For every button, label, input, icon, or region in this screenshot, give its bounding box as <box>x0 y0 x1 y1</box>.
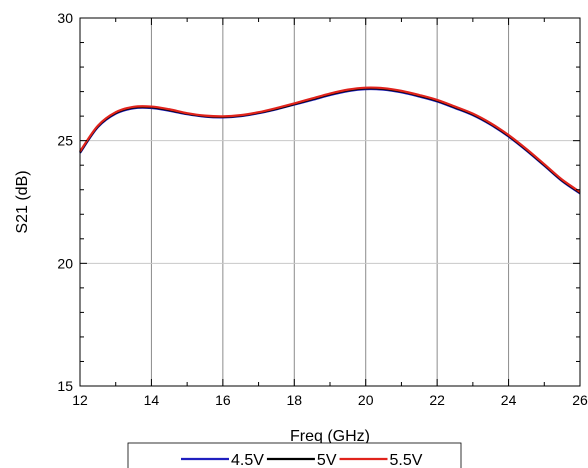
legend-label-4-5v: 4.5V <box>231 452 264 468</box>
y-tick-label: 30 <box>57 10 73 26</box>
x-tick-label: 26 <box>572 392 588 408</box>
x-tick-label: 16 <box>215 392 231 408</box>
y-axis-title: S21 (dB) <box>14 170 31 233</box>
series-line-5-5v <box>79 86 581 193</box>
x-axis: 12 14 16 18 20 22 24 26 <box>72 18 588 408</box>
x-tick-label: 24 <box>501 392 517 408</box>
x-tick-label: 18 <box>286 392 302 408</box>
y-tick-label: 25 <box>57 133 73 149</box>
plot-frame <box>79 17 581 387</box>
x-tick-label: 12 <box>72 392 88 408</box>
series-line-4-5v <box>79 87 581 195</box>
y-axis: 15 20 25 30 <box>57 10 580 394</box>
x-tick-label: 20 <box>358 392 374 408</box>
x-axis-title: Freq (GHz) <box>290 428 370 445</box>
x-tick-label: 14 <box>144 392 160 408</box>
legend-box <box>127 442 462 468</box>
y-tick-label: 15 <box>57 378 73 394</box>
series-lines <box>79 86 581 195</box>
legend: 4.5V 5V 5.5V <box>127 442 462 468</box>
legend-label-5v: 5V <box>317 452 337 468</box>
grid <box>80 18 580 386</box>
legend-label-5-5v: 5.5V <box>390 452 423 468</box>
x-tick-label: 22 <box>429 392 445 408</box>
y-tick-label: 20 <box>57 255 73 271</box>
